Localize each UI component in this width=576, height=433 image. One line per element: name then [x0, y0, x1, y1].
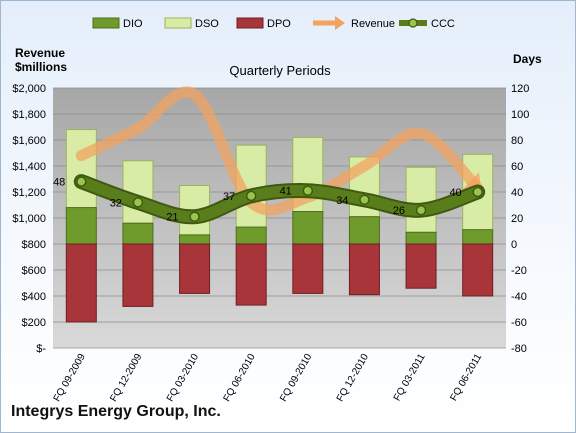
bar-dio	[65, 207, 97, 245]
legend-label: DIO	[123, 18, 143, 30]
left-tick-label: $1,800	[12, 109, 46, 121]
left-tick-label: $600	[22, 265, 46, 277]
company-name: Integrys Energy Group, Inc.	[11, 403, 221, 420]
revenue-line	[75, 86, 484, 216]
right-tick-label: 100	[511, 109, 529, 121]
ccc-point	[189, 211, 200, 222]
bar-dpo	[405, 243, 437, 289]
bars	[65, 129, 494, 323]
category-label: FQ 03-2011	[392, 352, 428, 403]
ccc-point	[76, 176, 87, 187]
bar-dpo	[65, 243, 97, 323]
bar-dpo	[179, 243, 211, 294]
legend-arrowhead	[335, 16, 345, 30]
category-label: FQ 12-2009	[108, 352, 144, 404]
legend-marker	[408, 18, 418, 28]
right-tick-label: 120	[511, 83, 529, 95]
bar-dio	[405, 231, 437, 245]
ccc-data-label: 34	[336, 195, 348, 207]
left-tick-label: $1,600	[12, 135, 46, 147]
legend: DIO DSO DPO Revenue CCC	[92, 16, 455, 30]
bar-dpo	[348, 243, 380, 296]
right-tick-label: 20	[511, 213, 523, 225]
bar-dpo	[292, 243, 324, 294]
ccc-data-label: 21	[166, 212, 178, 224]
bar-dso	[65, 129, 97, 209]
ccc-series	[73, 174, 486, 225]
bar-dio	[462, 229, 494, 245]
right-tick-label: -60	[511, 317, 527, 329]
left-tick-label: $1,000	[12, 213, 46, 225]
right-tick-label: 40	[511, 187, 523, 199]
right-tick-label: -40	[511, 291, 527, 303]
chart-title: Quarterly Periods	[229, 63, 331, 78]
left-axis-title-line2: $millions	[15, 60, 67, 74]
category-label: FQ 03-2010	[165, 352, 201, 404]
right-tick-label: 0	[511, 239, 517, 251]
left-tick-label: $1,400	[12, 161, 46, 173]
ccc-data-labels: 48 32 21 37 41 34 26 40	[53, 177, 462, 224]
right-axis-ticks: -80 -60 -40 -20 0 20 40 60 80 100 120	[511, 83, 529, 355]
legend-label: Revenue	[351, 18, 395, 30]
category-labels: FQ 09-2009 FQ 12-2009 FQ 03-2010 FQ 06-2010…	[52, 352, 485, 404]
ccc-data-label: 48	[53, 177, 65, 189]
bar-dpo	[462, 243, 494, 297]
category-label: FQ 06-2011	[448, 352, 484, 403]
bar-dio	[348, 216, 380, 245]
bar-dpo	[235, 243, 267, 306]
bar-dso	[405, 166, 437, 233]
ccc-point	[302, 185, 314, 196]
right-tick-label: -20	[511, 265, 527, 277]
bar-dio	[122, 222, 154, 245]
legend-swatch	[164, 17, 192, 29]
bar-dio	[235, 226, 267, 245]
right-tick-label: -80	[511, 343, 527, 355]
ccc-point	[132, 197, 144, 208]
left-tick-label: $400	[22, 291, 46, 303]
ccc-point	[415, 204, 427, 216]
left-axis-title-line1: Revenue	[15, 46, 65, 60]
ccc-point	[245, 190, 257, 202]
legend-swatch	[236, 17, 264, 29]
bar-dio	[292, 211, 324, 245]
category-label: FQ 12-2010	[335, 352, 371, 404]
bar-dio	[179, 234, 211, 245]
right-axis-title: Days	[513, 52, 542, 66]
left-tick-label: $800	[22, 239, 46, 251]
left-tick-label: $-	[36, 343, 46, 355]
ccc-data-label: 40	[449, 187, 461, 199]
right-tick-label: 80	[511, 135, 523, 147]
category-label: FQ 09-2010	[278, 352, 314, 404]
category-label: FQ 06-2010	[222, 352, 258, 404]
ccc-data-label: 41	[280, 186, 292, 198]
category-label: FQ 09-2009	[52, 352, 88, 404]
legend-label: CCC	[431, 18, 455, 30]
legend-label: DSO	[195, 18, 219, 30]
ccc-data-label: 32	[110, 197, 122, 209]
right-tick-label: 60	[511, 161, 523, 173]
left-tick-label: $200	[22, 317, 46, 329]
left-tick-label: $2,000	[12, 83, 46, 95]
left-tick-label: $1,200	[12, 187, 46, 199]
ccc-data-label: 37	[223, 191, 235, 203]
legend-swatch	[92, 17, 120, 29]
legend-label: DPO	[267, 18, 291, 30]
ccc-point	[472, 186, 483, 198]
ccc-data-label: 26	[393, 205, 405, 217]
bar-dpo	[122, 243, 154, 307]
left-axis-ticks: $- $200 $400 $600 $800 $1,000 $1,200 $1,400 $1,6…	[12, 83, 46, 355]
ccc-point	[359, 194, 370, 206]
